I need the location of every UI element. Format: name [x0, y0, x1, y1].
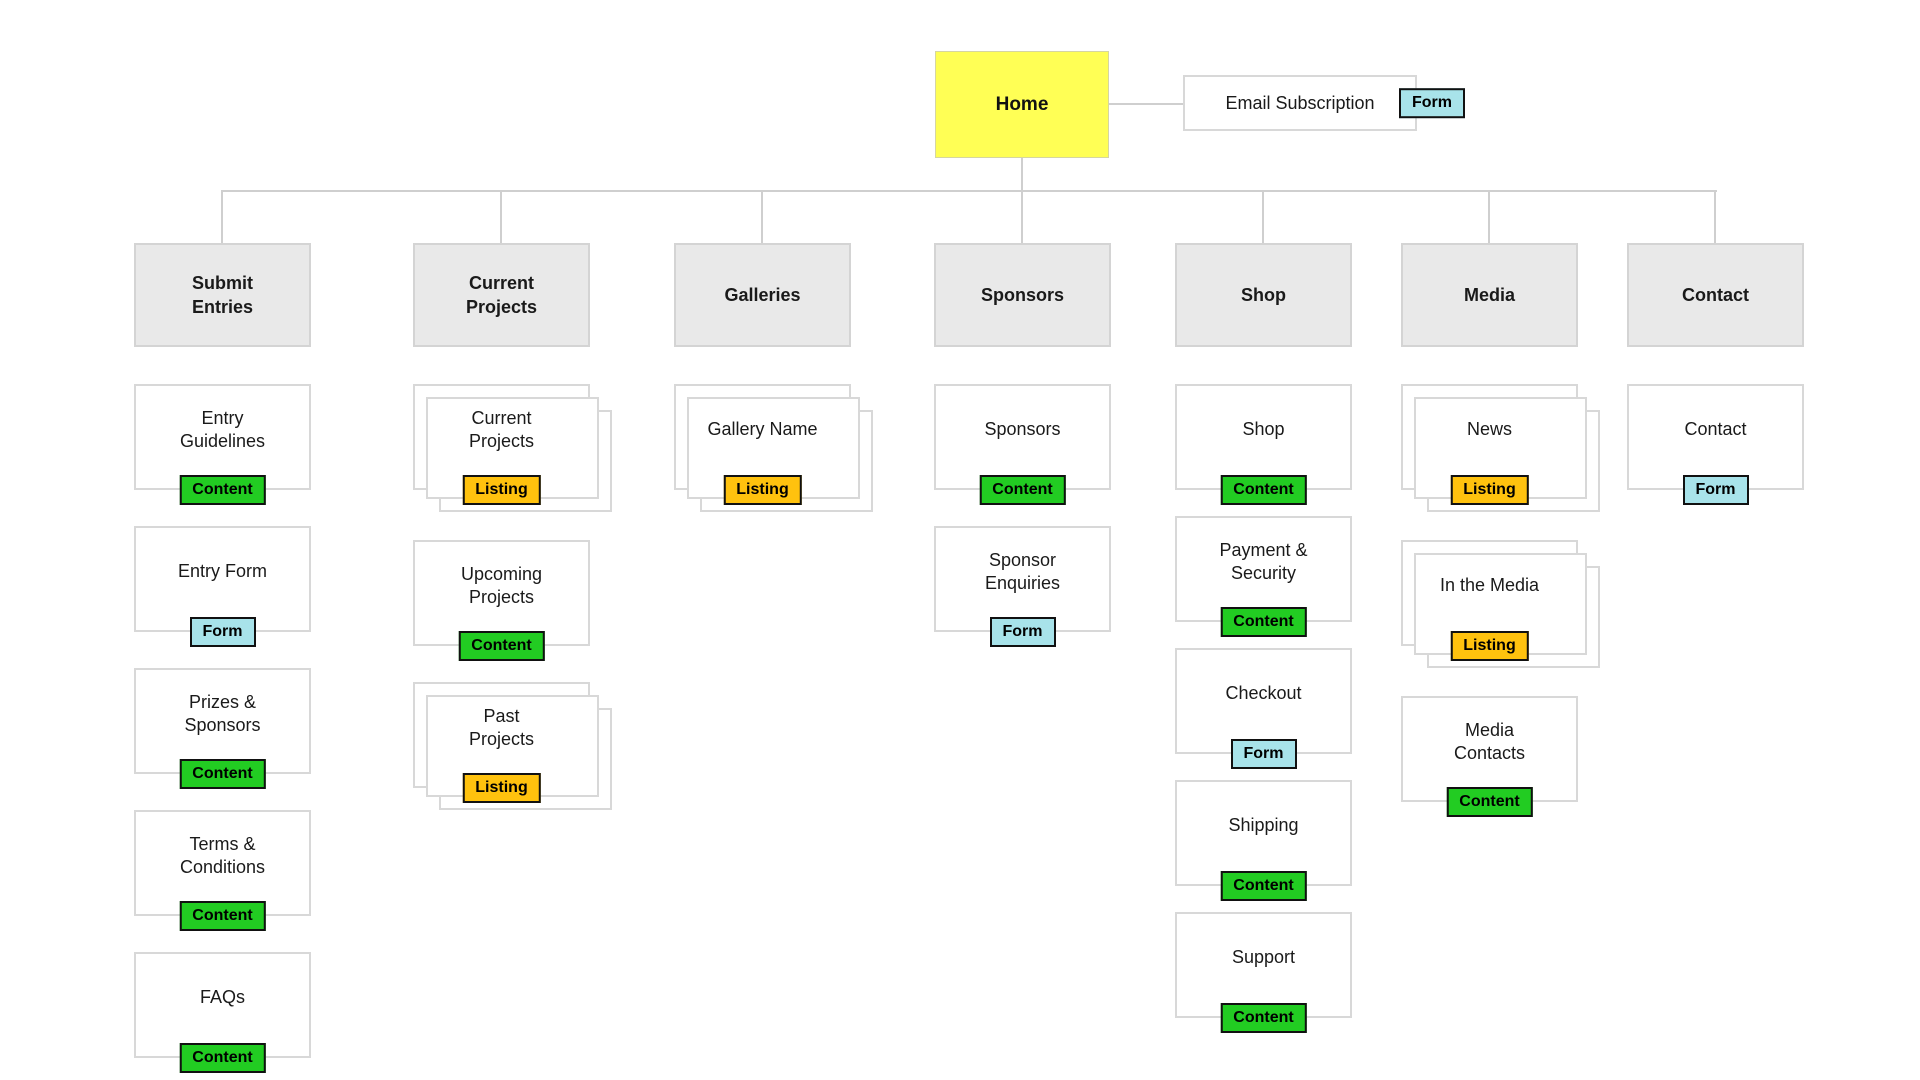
listing-badge: Listing	[723, 475, 802, 505]
connector-drop-shop	[1262, 190, 1264, 243]
section-node-galleries: Galleries	[674, 243, 851, 347]
branch-shop: Shop Shop Content Payment & Security Con…	[1175, 243, 1352, 1044]
page-label: Sponsors	[984, 419, 1061, 440]
section-node-contact: Contact	[1627, 243, 1804, 347]
page-node-stacked: News Listing	[1401, 384, 1600, 512]
connector-home-stem	[1021, 158, 1023, 190]
content-badge: Content	[1220, 607, 1307, 637]
branch-submit-entries: Submit Entries Entry Guidelines Content …	[134, 243, 311, 1080]
form-badge: Form	[989, 617, 1056, 647]
form-badge: Form	[189, 617, 256, 647]
form-badge: Form	[1230, 739, 1297, 769]
connector-drop-submit-entries	[221, 190, 223, 243]
connector-main-horizontal	[222, 190, 1717, 192]
connector-home-email	[1109, 103, 1183, 105]
connector-drop-sponsors	[1021, 190, 1023, 243]
page-label: Entry Form	[177, 561, 267, 582]
page-label: Contact	[1684, 419, 1747, 440]
listing-badge: Listing	[1450, 631, 1529, 661]
page-label: Terms & Conditions	[179, 833, 266, 877]
content-badge: Content	[1220, 475, 1307, 505]
page-node: FAQs Content	[134, 952, 311, 1073]
section-node-sponsors: Sponsors	[934, 243, 1111, 347]
page-label: Entry Guidelines	[179, 407, 266, 451]
connector-drop-contact	[1714, 190, 1716, 243]
connector-drop-galleries	[761, 190, 763, 243]
connector-drop-current-projects	[500, 190, 502, 243]
branch-sponsors: Sponsors Sponsors Content Sponsor Enquir…	[934, 243, 1111, 668]
page-node: Terms & Conditions Content	[134, 810, 311, 931]
page-label: FAQs	[199, 987, 245, 1008]
page-node: Checkout Form	[1175, 648, 1352, 769]
page-label: Prizes & Sponsors	[184, 691, 261, 735]
content-badge: Content	[1220, 871, 1307, 901]
page-node: Prizes & Sponsors Content	[134, 668, 311, 789]
content-badge: Content	[179, 475, 266, 505]
page-label: News	[1466, 419, 1512, 440]
page-node: Upcoming Projects Content	[413, 540, 590, 661]
page-node: Contact Form	[1627, 384, 1804, 505]
listing-badge: Listing	[462, 475, 541, 505]
page-node-stacked: Current Projects Listing	[413, 384, 612, 512]
form-badge: Form	[1399, 88, 1465, 118]
content-badge: Content	[979, 475, 1066, 505]
page-label: Current Projects	[468, 407, 535, 451]
page-node: Entry Guidelines Content	[134, 384, 311, 505]
page-label: Media Contacts	[1453, 719, 1526, 763]
branch-galleries: Galleries Gallery Name Listing	[674, 243, 873, 540]
page-node: Support Content	[1175, 912, 1352, 1033]
section-node-shop: Shop	[1175, 243, 1352, 347]
listing-badge: Listing	[462, 773, 541, 803]
connector-drop-media	[1488, 190, 1490, 243]
content-badge: Content	[179, 759, 266, 789]
section-node-current-projects: Current Projects	[413, 243, 590, 347]
page-node-stacked: In the Media Listing	[1401, 540, 1600, 668]
page-node: Shipping Content	[1175, 780, 1352, 901]
content-badge: Content	[458, 631, 545, 661]
content-badge: Content	[1220, 1003, 1307, 1033]
email-subscription-node: Email Subscription Form	[1183, 75, 1465, 131]
page-node: Sponsor Enquiries Form	[934, 526, 1111, 647]
branch-contact: Contact Contact Form	[1627, 243, 1804, 526]
page-node: Payment & Security Content	[1175, 516, 1352, 637]
page-node: Media Contacts Content	[1401, 696, 1578, 817]
email-subscription-label: Email Subscription	[1225, 92, 1375, 113]
content-badge: Content	[179, 1043, 266, 1073]
section-node-media: Media	[1401, 243, 1578, 347]
page-node: Entry Form Form	[134, 526, 311, 647]
page-label: In the Media	[1439, 575, 1540, 596]
home-node: Home	[935, 51, 1109, 158]
page-node-stacked: Gallery Name Listing	[674, 384, 873, 512]
page-label: Shipping	[1228, 815, 1299, 836]
page-label: Upcoming Projects	[460, 563, 543, 607]
form-badge: Form	[1682, 475, 1749, 505]
page-label: Checkout	[1225, 683, 1302, 704]
page-node-stacked: Past Projects Listing	[413, 682, 612, 810]
page-node: Sponsors Content	[934, 384, 1111, 505]
content-badge: Content	[1446, 787, 1533, 817]
page-label: Sponsor Enquiries	[984, 549, 1061, 593]
page-label: Support	[1231, 947, 1296, 968]
section-node-submit-entries: Submit Entries	[134, 243, 311, 347]
page-label: Shop	[1242, 419, 1285, 440]
page-label: Payment & Security	[1219, 539, 1308, 583]
page-label: Past Projects	[468, 705, 535, 749]
branch-current-projects: Current Projects Current Projects Listin…	[413, 243, 612, 838]
listing-badge: Listing	[1450, 475, 1529, 505]
content-badge: Content	[179, 901, 266, 931]
branch-media: Media News Listing In the Media Listing …	[1401, 243, 1600, 838]
page-label: Gallery Name	[707, 419, 818, 440]
page-node: Shop Content	[1175, 384, 1352, 505]
